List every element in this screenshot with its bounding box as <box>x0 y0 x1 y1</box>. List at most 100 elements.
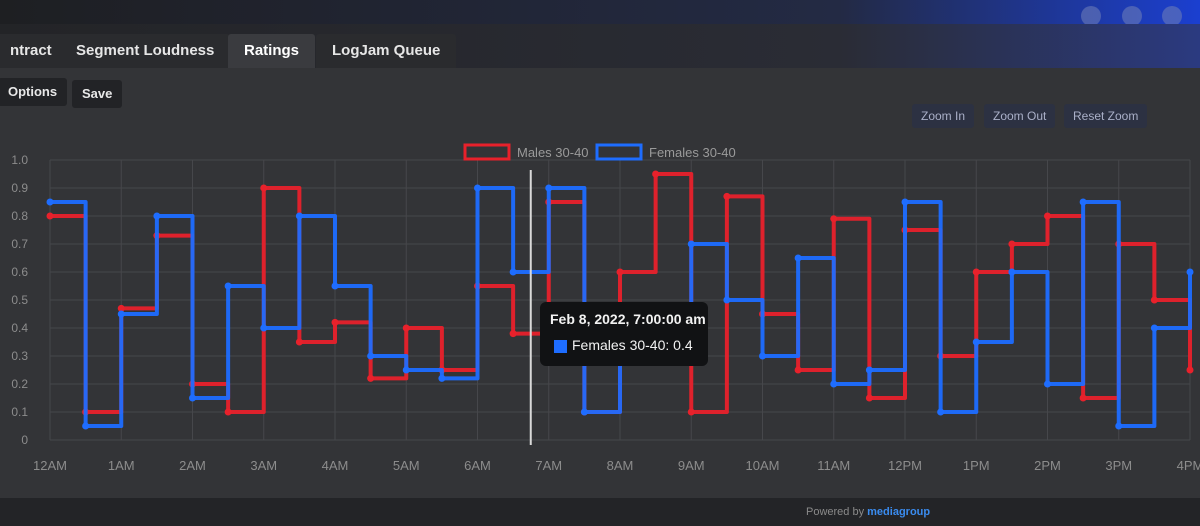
tooltip-title: Feb 8, 2022, 7:00:00 am <box>550 311 706 327</box>
y-tick-label: 1.0 <box>11 153 28 167</box>
brand-logo-text: mediagroup <box>867 506 931 518</box>
data-point <box>865 366 873 374</box>
legend-swatch <box>595 143 643 161</box>
data-point <box>82 422 90 430</box>
data-point <box>723 296 731 304</box>
data-point <box>509 268 517 276</box>
x-tick-label: 4PM <box>1177 458 1200 473</box>
data-point <box>331 282 339 290</box>
options-button[interactable]: Options <box>0 78 68 106</box>
y-tick-label: 0.9 <box>11 181 28 195</box>
data-point <box>117 304 125 312</box>
data-point <box>687 240 695 248</box>
menu-icon[interactable] <box>1162 6 1182 26</box>
x-tick-label: 7AM <box>535 458 562 473</box>
data-point <box>295 338 303 346</box>
x-tick-label: 2PM <box>1034 458 1061 473</box>
data-point <box>402 366 410 374</box>
data-point <box>46 198 54 206</box>
data-point <box>580 408 588 416</box>
legend-label: Males 30-40 <box>517 145 589 160</box>
x-tick-label: 8AM <box>607 458 634 473</box>
data-point <box>1079 198 1087 206</box>
data-point <box>224 282 232 290</box>
x-tick-label: 2AM <box>179 458 206 473</box>
x-tick-label: 3PM <box>1105 458 1132 473</box>
data-point <box>1008 240 1016 248</box>
data-point <box>830 215 838 223</box>
x-tick-label: 3AM <box>250 458 277 473</box>
data-point <box>224 408 232 416</box>
data-point <box>367 374 375 382</box>
x-tick-label: 6AM <box>464 458 491 473</box>
data-point <box>260 324 268 332</box>
y-tick-label: 0.3 <box>11 349 28 363</box>
data-point <box>509 330 517 338</box>
x-tick-label: 5AM <box>393 458 420 473</box>
tab-ratings[interactable]: Ratings <box>228 34 316 68</box>
x-tick-label: 12PM <box>888 458 922 473</box>
back-icon[interactable] <box>1081 6 1102 26</box>
powered-by-text: Powered by <box>806 506 865 518</box>
data-point <box>1150 324 1158 332</box>
data-point <box>723 192 731 200</box>
data-point <box>794 366 802 374</box>
data-point <box>46 212 54 220</box>
y-tick-label: 0.4 <box>11 321 28 335</box>
tab-logjam-queue[interactable]: LogJam Queue <box>316 34 457 68</box>
y-tick-label: 0.7 <box>11 237 28 251</box>
data-point <box>1186 268 1194 276</box>
data-point <box>295 212 303 220</box>
powered-by: Powered by mediagroup <box>806 506 930 518</box>
window-topbar <box>0 0 1200 26</box>
y-tick-label: 0.1 <box>11 405 28 419</box>
tab-contract[interactable]: ntract <box>0 34 68 68</box>
data-point <box>367 352 375 360</box>
data-point <box>1008 268 1016 276</box>
data-point <box>616 268 624 276</box>
data-point <box>260 184 268 192</box>
y-tick-label: 0.5 <box>11 293 28 307</box>
data-point <box>153 212 161 220</box>
y-tick-label: 0 <box>21 433 28 447</box>
ratings-panel <box>0 68 1200 498</box>
zoom-out-button[interactable]: Zoom Out <box>984 104 1056 128</box>
data-point <box>901 198 909 206</box>
data-point <box>972 268 980 276</box>
data-point <box>474 184 481 192</box>
save-button[interactable]: Save <box>72 80 123 108</box>
x-tick-label: 1PM <box>963 458 990 473</box>
data-point <box>759 352 766 360</box>
y-tick-label: 0.6 <box>11 265 28 279</box>
data-point <box>189 394 196 402</box>
data-point <box>687 408 695 416</box>
data-point <box>794 254 802 262</box>
y-tick-label: 0.8 <box>11 209 28 223</box>
data-point <box>402 324 410 332</box>
y-tick-label: 0.2 <box>11 377 28 391</box>
legend-label: Females 30-40 <box>649 145 736 160</box>
footer <box>0 498 1200 526</box>
x-tick-label: 4AM <box>322 458 349 473</box>
tab-strip: ntract Segment Loudness Ratings LogJam Q… <box>0 24 1200 68</box>
data-point <box>1044 212 1051 220</box>
tooltip-series-label: Females 30-40: 0.4 <box>572 337 693 353</box>
data-point <box>545 184 553 192</box>
data-point <box>1150 296 1158 304</box>
user-avatar-icon[interactable] <box>1121 6 1142 26</box>
data-point <box>1186 366 1194 374</box>
data-point <box>1115 422 1123 430</box>
tab-segment-loudness[interactable]: Segment Loudness <box>60 34 231 68</box>
data-point <box>652 170 660 178</box>
reset-zoom-button[interactable]: Reset Zoom <box>1064 104 1148 128</box>
data-point <box>830 380 838 388</box>
x-tick-label: 1AM <box>108 458 135 473</box>
x-tick-label: 9AM <box>678 458 705 473</box>
data-point <box>331 318 339 326</box>
data-point <box>1079 394 1087 402</box>
data-point <box>972 338 980 346</box>
data-point <box>1044 380 1051 388</box>
ratings-chart[interactable]: 0 0.1 0.2 0.3 0.4 0.5 0.6 0.7 0.8 0.9 1.0 12AM 1AM 2A… <box>0 140 1200 490</box>
data-point <box>117 310 125 318</box>
zoom-in-button[interactable]: Zoom In <box>912 104 975 128</box>
